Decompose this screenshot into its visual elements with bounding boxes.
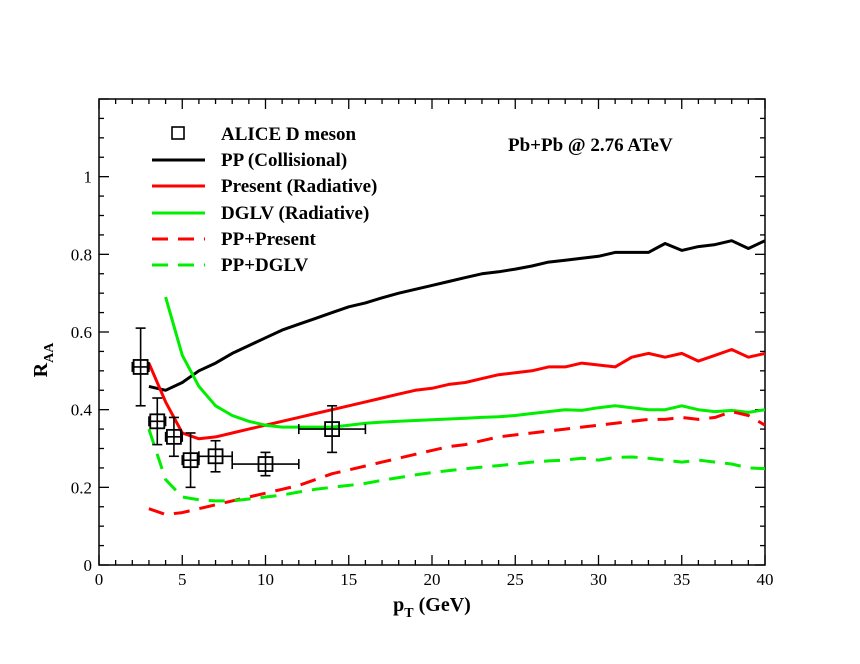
x-tick-label: 15	[340, 570, 357, 589]
x-axis-title: pT (GeV)	[393, 594, 471, 621]
data-marker-square	[324, 421, 341, 437]
legend: ALICE D meson PP (Collisional) Present (…	[152, 124, 377, 276]
x-tick-label: 5	[178, 570, 187, 589]
data-marker-square	[207, 448, 224, 465]
x-tick-label: 30	[590, 570, 607, 589]
legend-marker-alice	[171, 126, 185, 140]
data-point	[148, 397, 167, 446]
series-line-dglv-radiative	[164, 296, 765, 429]
x-tick-label: 0	[95, 570, 104, 589]
data-point	[198, 439, 233, 473]
data-marker-square	[149, 413, 166, 430]
legend-label-present: Present (Radiative)	[221, 176, 377, 197]
data-point	[164, 416, 184, 458]
data-point	[297, 404, 367, 454]
y-axis-title: RAA	[30, 342, 57, 378]
series-line-present-radiative	[147, 348, 765, 441]
legend-label-alice: ALICE D meson	[221, 124, 357, 145]
x-axis-title-sub: T	[404, 606, 414, 621]
data-marker-square	[166, 428, 182, 445]
y-tick-label: 0.8	[71, 245, 92, 264]
series-line-pp-present	[148, 410, 765, 516]
y-tick-label: 0.2	[71, 478, 92, 497]
data-point	[131, 327, 150, 407]
y-axis-title-main: R	[30, 362, 52, 377]
data-marker-square	[257, 456, 274, 472]
x-tick-label: 25	[507, 570, 524, 589]
x-tick-label: 20	[424, 570, 441, 589]
collision-annotation: Pb+Pb @ 2.76 ATeV	[508, 135, 673, 156]
y-tick-label: 0	[84, 556, 93, 575]
series-lines	[147, 239, 765, 516]
data-point	[231, 451, 300, 477]
y-axis-title-sub: AA	[42, 342, 57, 363]
data-marker-square	[132, 359, 149, 375]
legend-label-pp-dglv: PP+DGLV	[221, 255, 308, 276]
y-tick-label: 1	[84, 168, 93, 187]
data-points	[131, 327, 367, 489]
x-tick-label: 40	[757, 570, 774, 589]
series-line-pp-dglv	[147, 428, 765, 503]
x-tick-label: 10	[257, 570, 274, 589]
legend-label-pp: PP (Collisional)	[221, 150, 347, 171]
legend-label-pp-present: PP+Present	[221, 229, 317, 250]
y-tick-label: 0.4	[71, 401, 93, 420]
x-tick-label: 35	[673, 570, 690, 589]
x-axis-title-unit: (GeV)	[414, 594, 471, 616]
axis-ticks	[98, 98, 766, 566]
x-axis-title-main: p	[393, 594, 404, 616]
axis-tick-labels: 0 5 10 15 20 25 30 35 40 0 0.2 0.4 0.6 0.8 1	[71, 168, 774, 589]
y-tick-label: 0.6	[71, 323, 92, 342]
series-line-pp-collisional	[148, 239, 765, 392]
data-marker-square	[182, 452, 199, 469]
legend-label-dglv: DGLV (Radiative)	[221, 203, 369, 224]
series-group	[147, 239, 765, 516]
